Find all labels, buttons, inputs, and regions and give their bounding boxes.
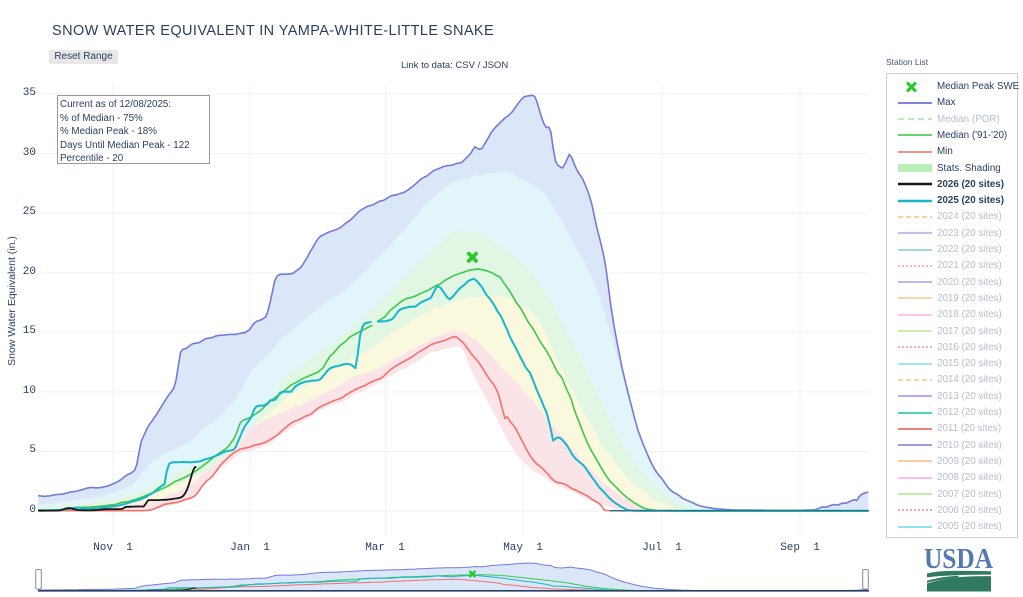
svg-text:USDA: USDA	[924, 544, 994, 575]
